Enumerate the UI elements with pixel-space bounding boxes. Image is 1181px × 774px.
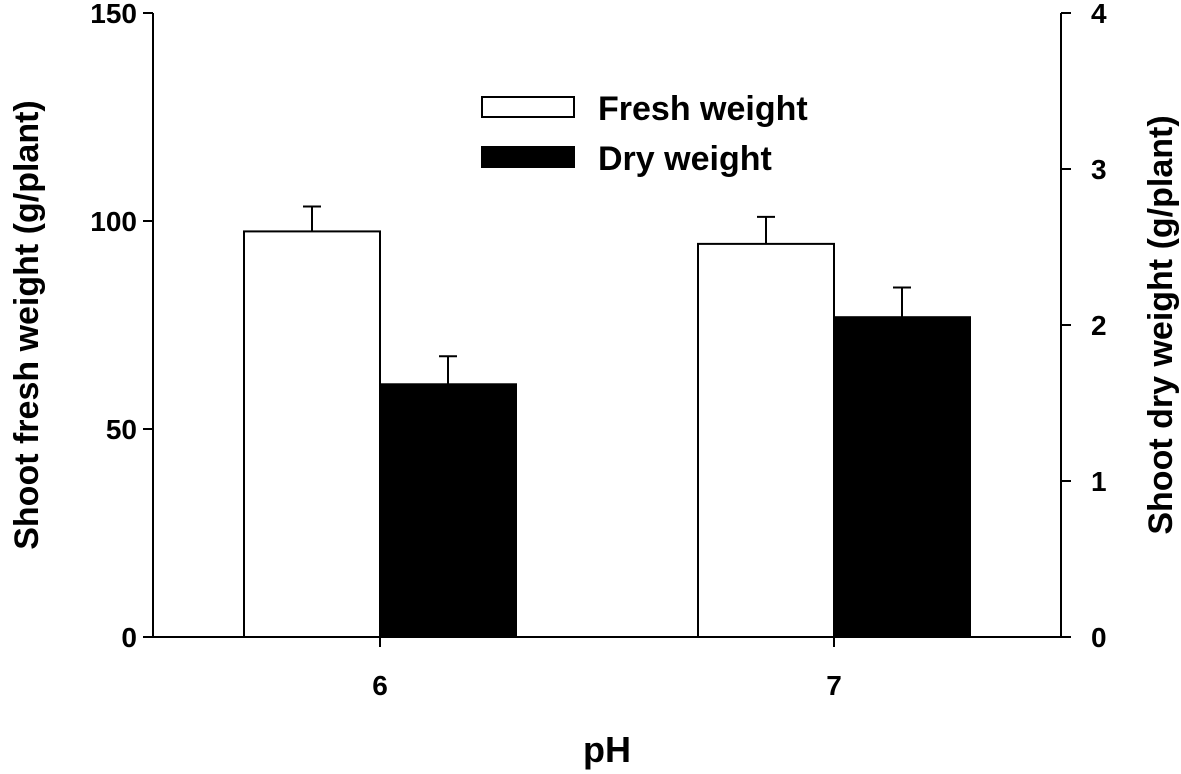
right-y-ticks: 0 1 2 3 4 [1061,0,1107,653]
legend-swatch-dry-weight [481,146,575,168]
left-y-tick-label: 50 [106,414,137,445]
bar-dry-weight-ph-7 [833,316,971,638]
legend-swatch-fresh-weight [481,96,575,118]
legend-label-dry-weight: Dry weight [598,140,772,178]
left-y-tick-label: 150 [90,0,137,29]
right-y-tick-label: 3 [1091,154,1107,185]
right-y-axis-title: Shoot dry weight (g/plant) [1142,115,1180,534]
left-y-axis-title: Shoot fresh weight (g/plant) [8,100,46,550]
legend: Fresh weight Dry weight [481,90,808,178]
legend-label-fresh-weight: Fresh weight [598,90,808,128]
error-bars [303,205,911,385]
left-y-tick-label: 0 [121,622,137,653]
x-tick-label: 7 [826,670,842,701]
right-y-tick-label: 1 [1091,466,1107,497]
x-tick-label: 6 [372,670,388,701]
bar-fresh-weight-ph-6 [243,230,381,638]
left-y-ticks: 0 50 100 150 [90,0,153,653]
bar-dry-weight-ph-6 [379,383,517,638]
right-y-tick-label: 4 [1091,0,1107,29]
bars [243,230,971,638]
x-axis-title: pH [583,729,631,770]
left-y-tick-label: 100 [90,206,137,237]
right-y-tick-label: 2 [1091,310,1107,341]
bar-fresh-weight-ph-7 [697,242,835,638]
right-y-tick-label: 0 [1091,622,1107,653]
